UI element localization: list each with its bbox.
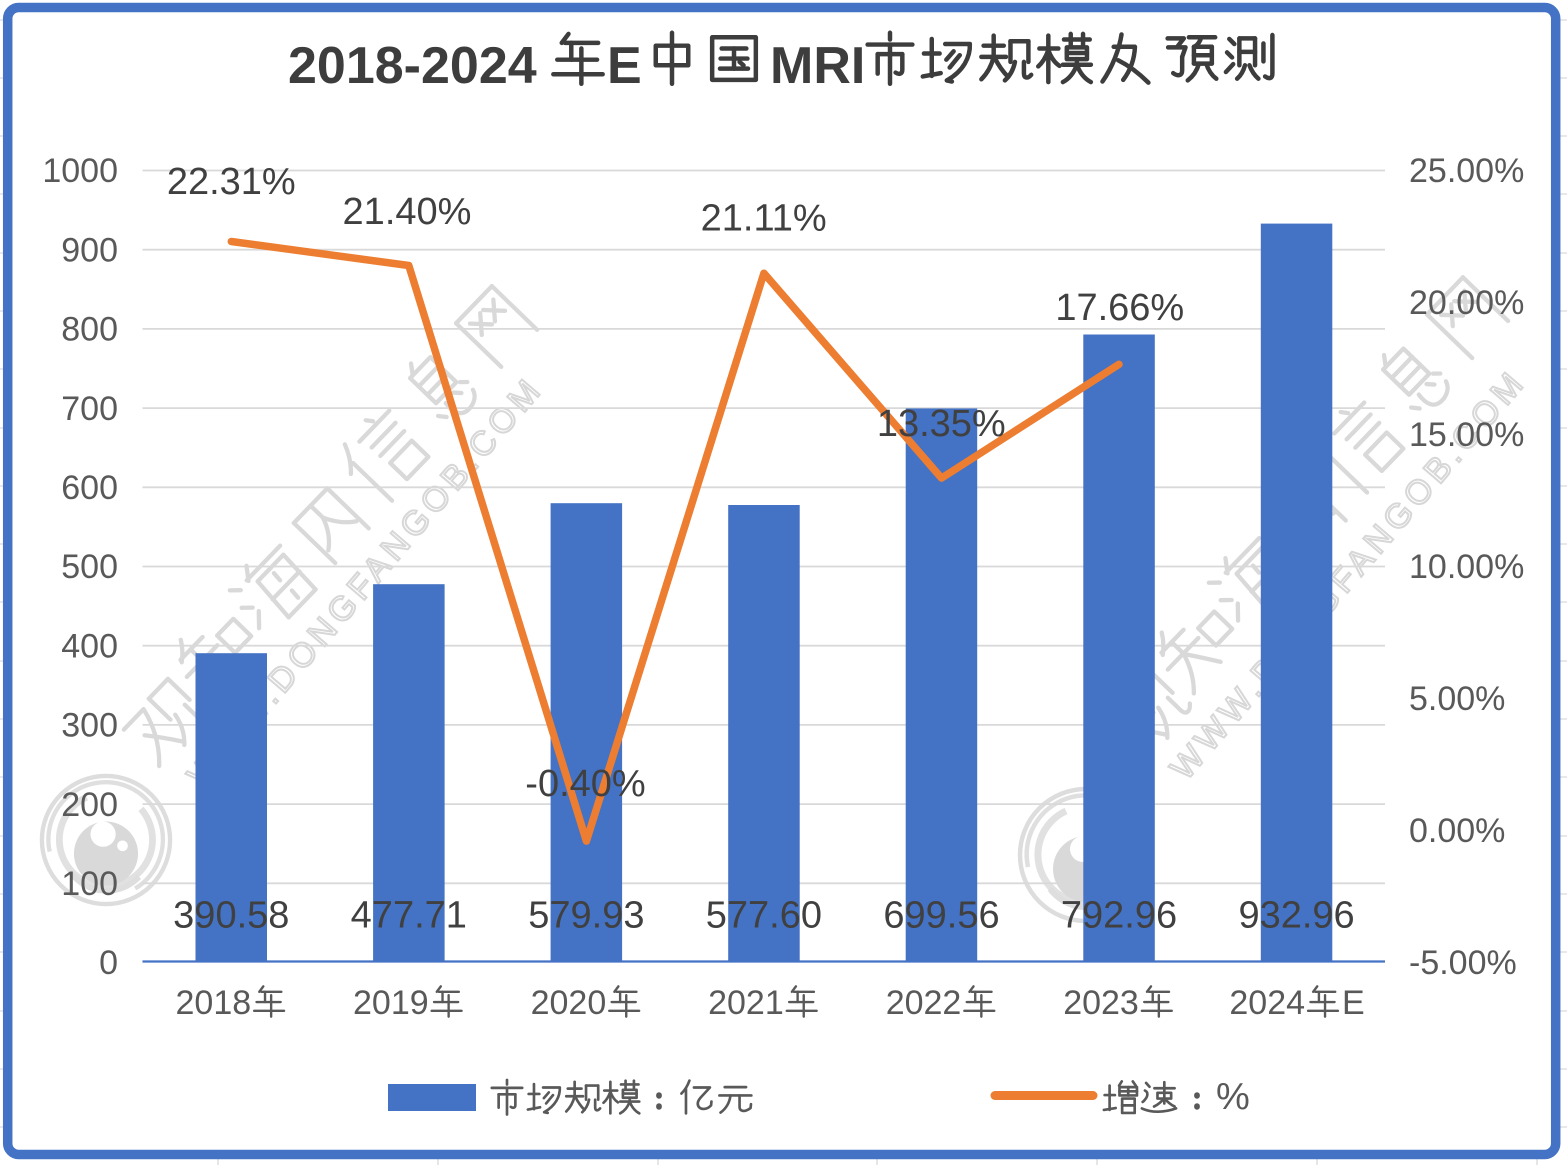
svg-text:800: 800 [61, 311, 118, 349]
svg-text:1000: 1000 [42, 152, 118, 190]
svg-text:2022: 2022 [886, 984, 962, 1022]
svg-text:900: 900 [61, 231, 118, 269]
svg-text:932.96: 932.96 [1238, 895, 1354, 937]
svg-text:300: 300 [61, 707, 118, 745]
svg-text:-0.40%: -0.40% [525, 763, 645, 805]
svg-text:5.00%: 5.00% [1409, 680, 1505, 718]
svg-text:2018-2024: 2018-2024 [288, 37, 537, 95]
svg-text:579.93: 579.93 [528, 895, 644, 937]
svg-text:2023: 2023 [1063, 984, 1139, 1022]
svg-text:390.58: 390.58 [173, 895, 289, 937]
svg-text:10.00%: 10.00% [1409, 548, 1524, 586]
svg-text:20.00%: 20.00% [1409, 284, 1524, 322]
svg-text:2021: 2021 [708, 984, 784, 1022]
svg-text:100: 100 [61, 865, 118, 903]
svg-text:21.11%: 21.11% [701, 198, 827, 240]
svg-text:400: 400 [61, 627, 118, 665]
svg-text:700: 700 [61, 390, 118, 428]
svg-text:200: 200 [61, 786, 118, 824]
svg-text:0.00%: 0.00% [1409, 812, 1505, 850]
svg-text:MRI: MRI [770, 37, 865, 95]
svg-text:21.40%: 21.40% [343, 191, 472, 233]
svg-text:500: 500 [61, 548, 118, 586]
svg-text:E: E [1342, 984, 1365, 1022]
svg-text:477.71: 477.71 [351, 895, 467, 937]
svg-text:792.96: 792.96 [1061, 895, 1177, 937]
svg-text:22.31%: 22.31% [167, 161, 296, 203]
svg-text:2024: 2024 [1229, 984, 1305, 1022]
svg-text:0: 0 [99, 944, 118, 982]
svg-text:577.60: 577.60 [706, 895, 822, 937]
svg-text:13.35%: 13.35% [877, 403, 1006, 445]
svg-text:15.00%: 15.00% [1409, 416, 1524, 454]
svg-text:-5.00%: -5.00% [1409, 944, 1517, 982]
svg-text:600: 600 [61, 469, 118, 507]
svg-text:2020: 2020 [531, 984, 607, 1022]
svg-text:E: E [607, 37, 642, 95]
svg-text:699.56: 699.56 [883, 895, 999, 937]
svg-text:17.66%: 17.66% [1055, 287, 1184, 329]
svg-text:2018: 2018 [176, 984, 252, 1022]
svg-text:25.00%: 25.00% [1409, 152, 1524, 190]
svg-text:%: % [1216, 1076, 1250, 1118]
svg-text:2019: 2019 [353, 984, 429, 1022]
